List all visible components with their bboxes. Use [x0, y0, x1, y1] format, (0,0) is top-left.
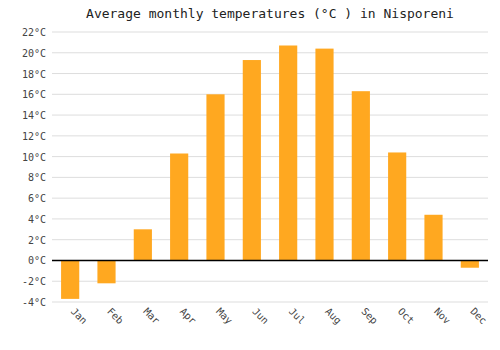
bar: [315, 49, 333, 261]
x-tick-label: Jun: [250, 306, 271, 327]
bar: [134, 229, 152, 260]
bar: [206, 94, 224, 260]
x-tick-label: Feb: [105, 306, 126, 327]
x-tick-label: Mar: [141, 306, 162, 327]
grid-line: [52, 239, 488, 240]
bar: [352, 91, 370, 260]
grid-line: [52, 302, 488, 303]
x-tick-label: Apr: [178, 306, 199, 327]
bar: [424, 215, 442, 261]
bar: [97, 260, 115, 283]
grid-line: [52, 73, 488, 74]
y-tick-label: 10°C: [22, 152, 46, 163]
y-tick-label: 16°C: [22, 89, 46, 100]
y-tick-label: 2°C: [28, 235, 46, 246]
y-tick-label: 20°C: [22, 48, 46, 59]
grid-line: [52, 218, 488, 219]
y-tick-label: 12°C: [22, 131, 46, 142]
grid-line: [52, 52, 488, 53]
x-tick-label: Sep: [359, 306, 380, 327]
grid-line: [52, 135, 488, 136]
chart-container: Average monthly temperatures (°C ) in Ni…: [0, 0, 500, 350]
x-tick-label: Oct: [396, 306, 417, 327]
grid-line: [52, 115, 488, 116]
x-axis: Jan Feb Mar Apr May Jun Jul Aug Sep Oct Nov Dec: [69, 306, 489, 327]
y-tick-label: 6°C: [28, 193, 46, 204]
grid: [52, 32, 488, 302]
x-tick-label: Aug: [323, 306, 344, 327]
y-tick-label: 22°C: [22, 27, 46, 38]
x-tick-label: Jul: [287, 306, 308, 327]
zero-line: [52, 260, 488, 262]
grid-line: [52, 260, 488, 261]
x-tick-label: Nov: [432, 306, 453, 327]
grid-line: [52, 177, 488, 178]
grid-line: [52, 156, 488, 157]
chart-title: Average monthly temperatures (°C ) in Ni…: [86, 6, 454, 21]
y-tick-label: 8°C: [28, 172, 46, 183]
bar: [243, 60, 261, 260]
grid-line: [52, 281, 488, 282]
grid-line: [52, 94, 488, 95]
x-tick-label: Dec: [468, 306, 489, 327]
y-tick-label: -2°C: [22, 276, 46, 287]
bar: [461, 260, 479, 267]
bar: [388, 152, 406, 260]
x-tick-label: Jan: [69, 306, 90, 327]
y-tick-label: 4°C: [28, 214, 46, 225]
y-tick-label: 0°C: [28, 255, 46, 266]
bar: [170, 154, 188, 261]
y-tick-label: 14°C: [22, 110, 46, 121]
x-tick-label: May: [214, 306, 235, 327]
bar: [61, 260, 79, 298]
grid-line: [52, 32, 488, 33]
y-axis: -4°C -2°C 0°C 2°C 4°C 6°C 8°C 10°C 12°C 14°C 16°C 1…: [22, 27, 46, 308]
chart-svg: Average monthly temperatures (°C ) in Ni…: [0, 0, 500, 350]
y-tick-label: -4°C: [22, 297, 46, 308]
bar: [279, 46, 297, 261]
grid-line: [52, 198, 488, 199]
y-tick-label: 18°C: [22, 69, 46, 80]
